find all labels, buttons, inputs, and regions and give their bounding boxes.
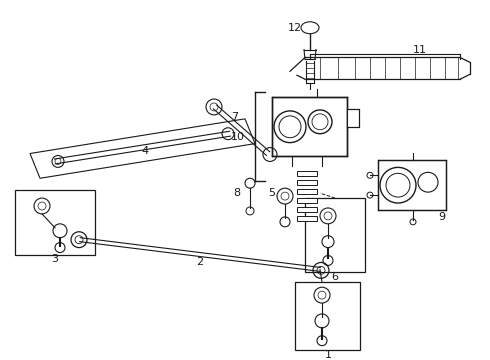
- Bar: [272, 97, 347, 157]
- Text: 5: 5: [268, 188, 275, 198]
- Bar: [347, 109, 359, 127]
- Bar: [305, 198, 365, 273]
- Text: 7: 7: [231, 112, 239, 122]
- Text: 12: 12: [288, 23, 302, 33]
- Text: 9: 9: [438, 212, 445, 222]
- Bar: [297, 189, 317, 194]
- Text: 3: 3: [51, 255, 58, 265]
- Bar: [297, 207, 317, 212]
- Text: 8: 8: [233, 188, 240, 198]
- Text: 1: 1: [324, 350, 332, 360]
- Bar: [297, 198, 317, 203]
- Text: 10: 10: [231, 132, 245, 142]
- Bar: [378, 161, 446, 210]
- Bar: [297, 171, 317, 176]
- Bar: [297, 180, 317, 185]
- Text: 6: 6: [332, 272, 339, 282]
- Bar: [15, 190, 95, 255]
- Bar: [297, 216, 317, 221]
- Text: 4: 4: [142, 145, 148, 156]
- Text: 11: 11: [413, 45, 427, 54]
- Text: 2: 2: [196, 257, 203, 267]
- Bar: [295, 282, 360, 350]
